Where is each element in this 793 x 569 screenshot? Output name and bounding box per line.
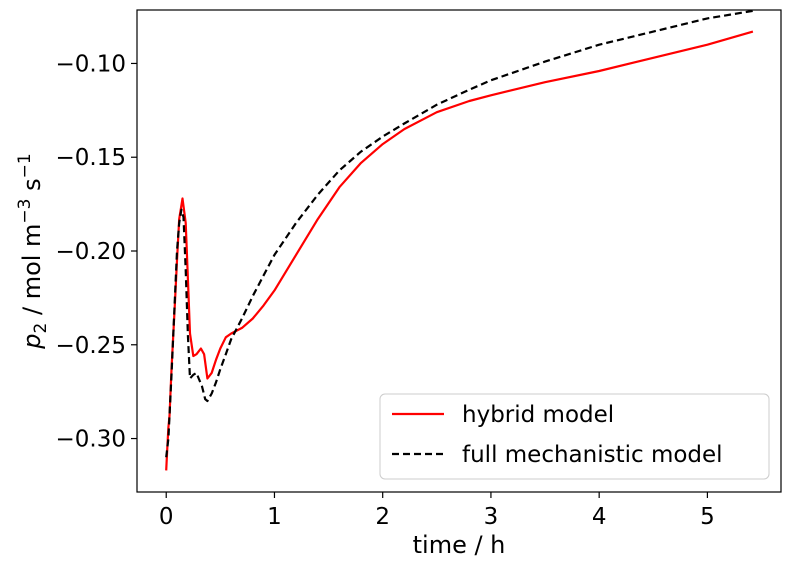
y-tick-label: −0.15 — [56, 145, 126, 171]
x-tick-label: 0 — [159, 504, 174, 530]
series-line-full-mechanistic-model — [165, 9, 754, 458]
x-tick-label: 3 — [484, 504, 499, 530]
y-axis-title-units: / mol m — [18, 224, 46, 323]
x-axis: 0 1 2 3 4 5 — [159, 492, 715, 530]
series-layer — [165, 9, 754, 471]
y-tick-label: −0.20 — [56, 239, 126, 265]
x-tick-label: 4 — [592, 504, 607, 530]
x-axis-title: time / h — [413, 531, 506, 559]
x-tick-label: 1 — [267, 504, 282, 530]
y-tick-label: −0.30 — [56, 427, 126, 453]
y-axis-title-exp2: −1 — [15, 153, 35, 178]
y-axis-title-mid: s — [18, 178, 46, 198]
y-axis: −0.30 −0.25 −0.20 −0.15 −0.10 — [56, 51, 137, 453]
y-axis-title: p2 / mol m−3 s−1 — [15, 153, 51, 349]
legend-label-hybrid-model: hybrid model — [462, 402, 614, 428]
legend: hybrid model full mechanistic model — [379, 393, 770, 480]
x-tick-label: 5 — [700, 504, 715, 530]
y-tick-label: −0.25 — [56, 333, 126, 359]
series-line-hybrid-model — [165, 30, 754, 471]
legend-label-full-mechanistic-model: full mechanistic model — [462, 442, 723, 468]
y-axis-title-subscript: 2 — [31, 323, 51, 334]
x-tick-label: 2 — [375, 504, 390, 530]
y-axis-title-symbol: p — [18, 333, 46, 349]
y-axis-title-exp1: −3 — [15, 198, 35, 223]
y-tick-label: −0.10 — [56, 51, 126, 77]
legend-box — [379, 393, 770, 480]
